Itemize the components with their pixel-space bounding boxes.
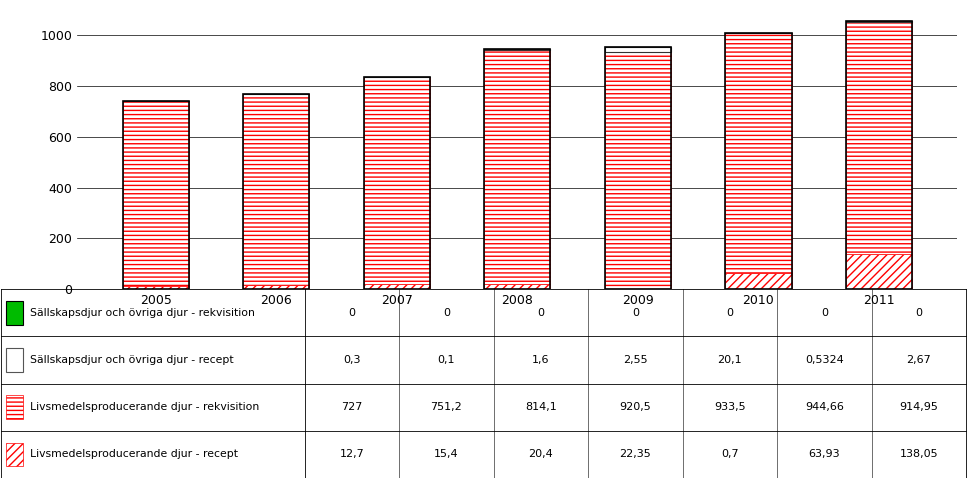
Text: 0,7: 0,7 [721,449,739,459]
Text: 20,4: 20,4 [528,449,553,459]
Text: 63,93: 63,93 [808,449,840,459]
Text: 12,7: 12,7 [339,449,365,459]
Text: 751,2: 751,2 [430,402,462,412]
Bar [364,284,430,289]
Bar [484,49,550,50]
Text: 0: 0 [916,308,923,318]
Text: 727: 727 [341,402,363,412]
Bar [243,94,309,285]
Text: 914,95: 914,95 [899,402,938,412]
Bar [243,285,309,289]
Bar [484,50,550,283]
Text: 0: 0 [631,308,639,318]
Bar [6,395,23,419]
Text: 0,1: 0,1 [438,355,455,365]
Text: 0,5324: 0,5324 [805,355,843,365]
Text: 2,67: 2,67 [906,355,931,365]
Bar [364,77,430,284]
Text: Livsmedelsproducerande djur - recept: Livsmedelsproducerande djur - recept [30,449,238,459]
Bar [725,33,792,273]
Text: 20,1: 20,1 [718,355,742,365]
Bar [846,254,912,289]
Text: Livsmedelsproducerande djur - rekvisition: Livsmedelsproducerande djur - rekvisitio… [30,402,259,412]
Bar [604,46,671,52]
Text: 933,5: 933,5 [714,402,746,412]
Text: 0,3: 0,3 [343,355,361,365]
Text: 15,4: 15,4 [434,449,458,459]
Text: 0: 0 [443,308,450,318]
Bar [484,283,550,289]
Text: Sällskapsdjur och övriga djur - recept: Sällskapsdjur och övriga djur - recept [30,355,234,365]
Bar [6,301,23,325]
Bar [604,52,671,289]
Text: 2,55: 2,55 [623,355,648,365]
Text: 1,6: 1,6 [532,355,549,365]
Text: 920,5: 920,5 [620,402,651,412]
Bar [6,443,23,466]
Bar [6,348,23,372]
Text: 22,35: 22,35 [620,449,651,459]
Bar [123,101,189,286]
Text: 0: 0 [726,308,733,318]
Bar [846,22,912,254]
Text: 0: 0 [348,308,355,318]
Text: 0: 0 [821,308,828,318]
Text: 138,05: 138,05 [899,449,938,459]
Text: Sällskapsdjur och övriga djur - rekvisition: Sällskapsdjur och övriga djur - rekvisit… [30,308,255,318]
Text: 944,66: 944,66 [805,402,844,412]
Bar [123,286,189,289]
Text: 0: 0 [538,308,544,318]
Bar [725,273,792,289]
Bar [846,21,912,22]
Text: 814,1: 814,1 [525,402,557,412]
